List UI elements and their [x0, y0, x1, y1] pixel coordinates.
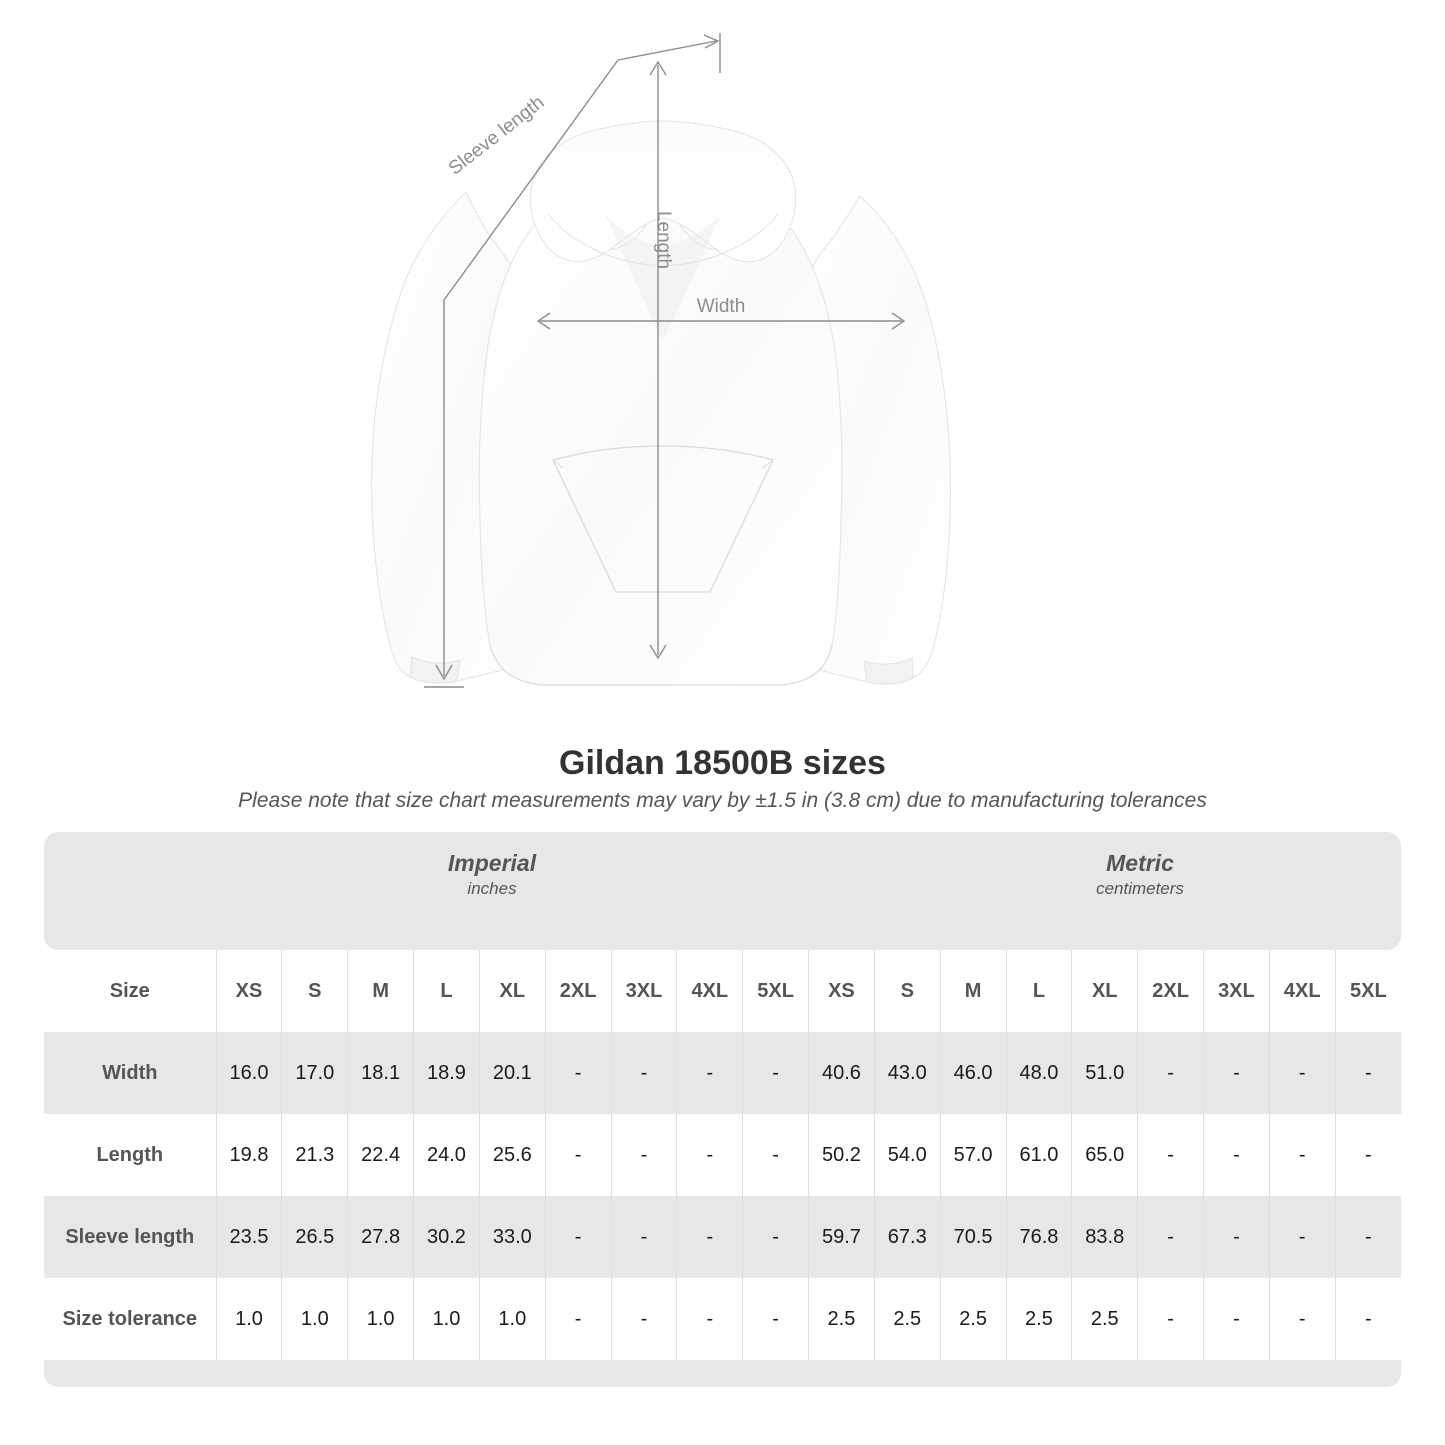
- svg-text:Length: Length: [653, 211, 674, 269]
- svg-text:Sleeve length: Sleeve length: [445, 92, 549, 179]
- svg-text:Width: Width: [697, 296, 746, 317]
